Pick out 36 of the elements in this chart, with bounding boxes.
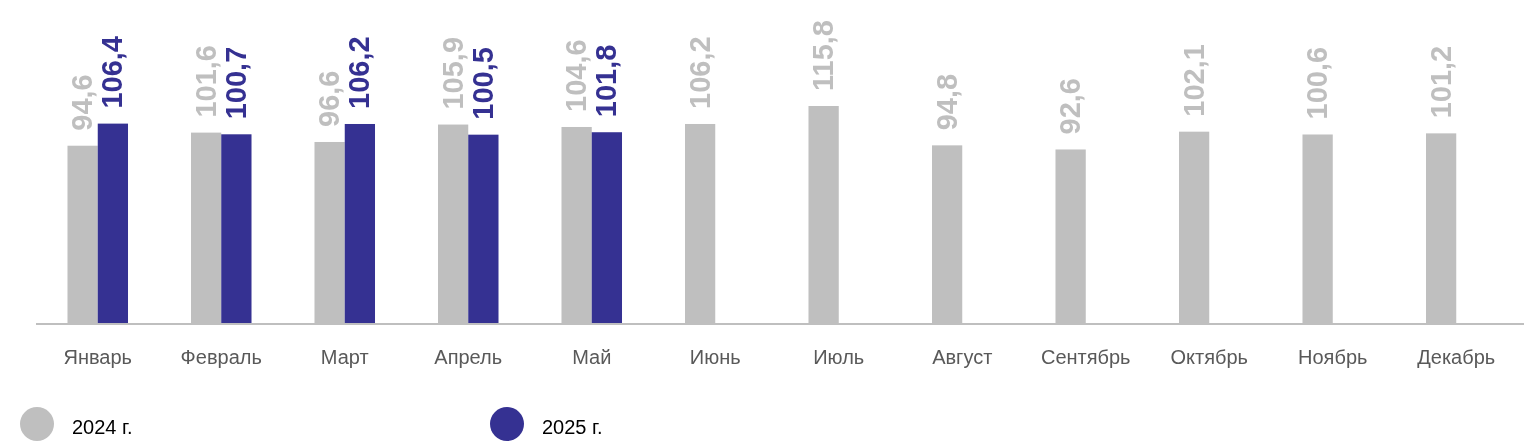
x-tick-label: Декабрь (1417, 346, 1496, 368)
data-label: 106,2 (343, 36, 376, 109)
data-label: 106,2 (683, 36, 716, 109)
data-label: 94,8 (930, 73, 963, 131)
x-tick-label: Ноябрь (1298, 346, 1368, 368)
data-label: 102,1 (1177, 44, 1210, 117)
data-label: 94,6 (66, 74, 99, 131)
data-label: 100,7 (219, 46, 252, 120)
bar (468, 134, 499, 323)
data-label: 115,8 (807, 20, 840, 91)
x-tick-label: Июнь (689, 346, 741, 368)
bar (221, 134, 252, 323)
data-label: 92,6 (1054, 78, 1087, 135)
x-tick-label: Сентябрь (1040, 346, 1131, 368)
data-label: 101,2 (1424, 45, 1457, 119)
x-tick-label: Февраль (180, 346, 262, 368)
bar (344, 123, 376, 323)
x-tick-label: Апрель (434, 346, 503, 368)
data-label: 100,5 (466, 47, 499, 120)
x-tick-label: Июль (813, 346, 865, 368)
x-tick-label: Январь (63, 346, 133, 368)
x-tick-label: Май (572, 346, 612, 368)
bar (97, 123, 129, 323)
x-tick-label: Октябрь (1170, 346, 1249, 368)
x-tick-label: Август (932, 346, 993, 368)
data-label: 104,6 (560, 39, 593, 112)
x-tick-label: Март (320, 346, 369, 368)
data-label: 96,6 (313, 70, 346, 127)
data-label: 100,6 (1301, 46, 1334, 120)
data-label: 106,4 (96, 36, 129, 109)
legend-label: 2024 г. (72, 416, 133, 438)
data-label: 101,6 (189, 45, 222, 118)
data-label: 101,8 (590, 44, 623, 118)
data-label: 105,9 (436, 36, 469, 110)
bar (591, 132, 623, 323)
legend-label: 2025 г. (542, 416, 603, 438)
